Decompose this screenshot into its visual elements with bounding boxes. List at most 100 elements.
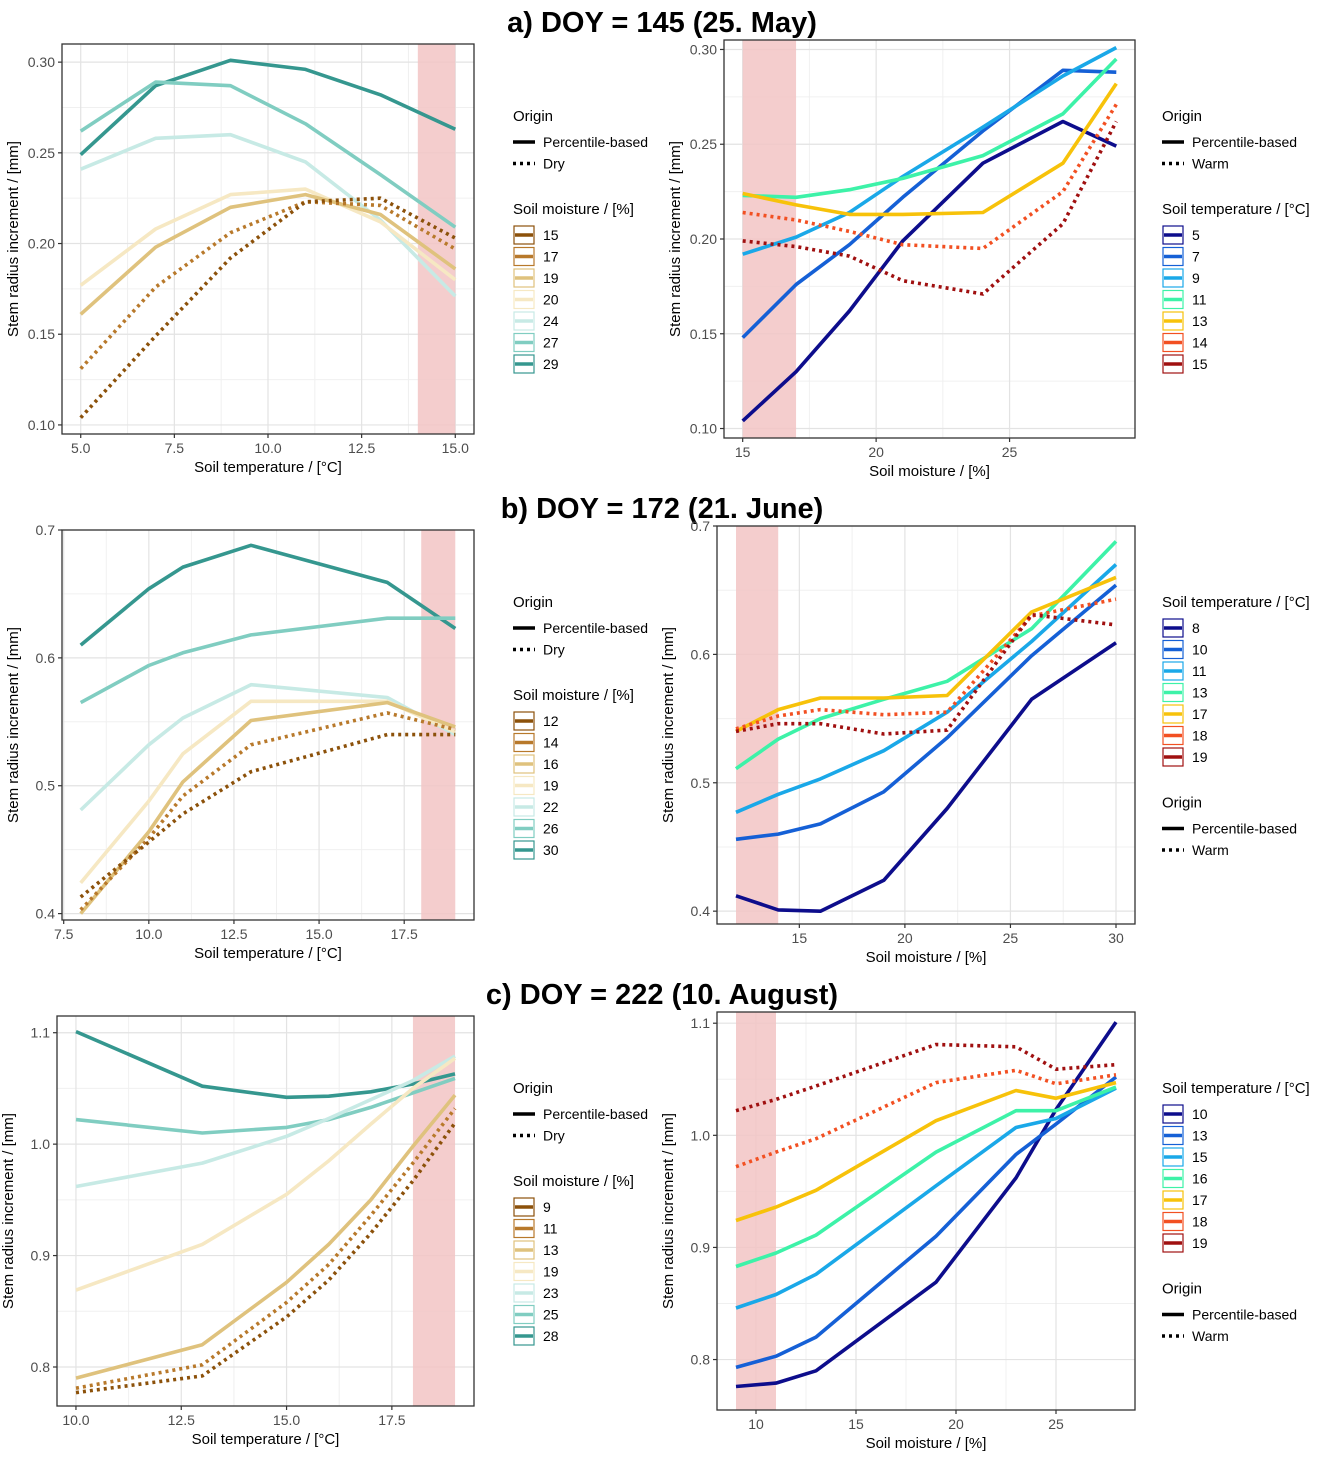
- a-right-legend: Origin Percentile-based Warm Soil temperatu…: [1162, 108, 1310, 374]
- c-left-x-tick-label: 17.5: [378, 1412, 405, 1428]
- b-left-x-tick-label: 7.5: [54, 926, 74, 942]
- b-right-legend-color-label-17: 17: [1192, 706, 1208, 722]
- a-left-series-group: [79, 58, 457, 419]
- row-title-c: c) DOY = 222 (10. August): [486, 979, 838, 1011]
- c-left-y-tick-label: 1.0: [31, 1136, 51, 1152]
- a-left-legend-origin-label: Dry: [543, 156, 565, 172]
- c-right-x-axis-label: Soil moisture / [%]: [866, 1435, 987, 1452]
- a-right-x-tick-label: 25: [1002, 444, 1018, 460]
- b-left-legend-color-label-14: 14: [543, 735, 559, 751]
- b-left-legend: Origin Percentile-based Dry Soil moisture /…: [513, 594, 648, 860]
- c-right-y-tick-label: 1.0: [691, 1127, 711, 1143]
- b-left-series-line-16: [79, 700, 456, 915]
- b-left-y-axis-label: Stem radius increment / [mm]: [5, 627, 22, 823]
- c-right-legend-color-label-18: 18: [1192, 1214, 1208, 1230]
- a-right-legend-color-label-9: 9: [1192, 270, 1200, 286]
- c-right-series-line-18: [735, 1068, 1117, 1169]
- c-left-y-tick-label: 0.9: [31, 1248, 51, 1264]
- a-left-y-tick-label: 0.10: [28, 417, 55, 433]
- c-right-legend-origin-label: Warm: [1192, 1328, 1229, 1344]
- b-right-y-tick-label: 0.4: [691, 903, 711, 919]
- c-left-x-tick-label: 10.0: [62, 1412, 89, 1428]
- a-left-highlight-band: [417, 44, 456, 434]
- b-right-y-tick-label: 0.5: [691, 775, 711, 791]
- a-left-legend-color-label-24: 24: [543, 313, 559, 329]
- a-right-legend-origin-label: Warm: [1192, 156, 1229, 172]
- c-left-x-tick-label: 12.5: [168, 1412, 195, 1428]
- a-left-legend-color-label-29: 29: [543, 356, 559, 372]
- c-right-legend: Soil temperature / [°C] 10 13 15 16 17 18 19 Ori…: [1162, 1080, 1310, 1344]
- c-right-series-line-17: [735, 1080, 1117, 1223]
- b-left-series-line-22: [79, 682, 457, 812]
- c-left-legend-color-label-9: 9: [543, 1199, 551, 1215]
- b-right-x-tick-label: 30: [1108, 930, 1124, 946]
- c-right-series-line-15: [735, 1086, 1117, 1310]
- a-left-legend: Origin Percentile-based Dry Soil moisture /…: [513, 108, 648, 374]
- b-left-legend-origin-title: Origin: [513, 594, 553, 611]
- b-right-legend-color-label-13: 13: [1192, 685, 1208, 701]
- b-left-legend-color-label-22: 22: [543, 799, 559, 815]
- row-title-b: b) DOY = 172 (21. June): [501, 493, 824, 525]
- c-left-panel-border: [56, 1015, 475, 1407]
- c-right-minor-grid: [717, 1012, 1135, 1410]
- b-right-y-tick-label: 0.6: [691, 646, 711, 662]
- c-right-y-tick-label: 1.1: [691, 1015, 711, 1031]
- b-left-x-axis-label: Soil temperature / [°C]: [194, 945, 342, 962]
- c-left-legend-origin-label: Percentile-based: [543, 1106, 648, 1122]
- panel-c-temperature-vs-moisture: 10 15 20 25 0.8 0.9 1.0 1.1 Soil moisture / [%] S…: [660, 1011, 1310, 1452]
- c-right-legend-color-label-13: 13: [1192, 1128, 1208, 1144]
- a-right-y-tick-label: 0.20: [690, 231, 717, 247]
- panel-b-temperature-vs-moisture: 15 20 25 30 0.4 0.5 0.6 0.7 Soil moisture / [%] S…: [660, 518, 1310, 966]
- b-left-y-tick-label: 0.4: [36, 906, 56, 922]
- b-right-panel-border: [716, 525, 1136, 925]
- a-left-series-line-27: [79, 80, 457, 229]
- c-left-legend: Origin Percentile-based Dry Soil moisture /…: [513, 1080, 648, 1346]
- a-left-x-tick-label: 7.5: [165, 440, 185, 456]
- a-right-legend-color-label-15: 15: [1192, 356, 1208, 372]
- c-right-x-tick-label: 10: [748, 1416, 764, 1432]
- panel-b-moisture-vs-temperature: 7.5 10.0 12.5 15.0 17.5 0.4 0.5 0.6 0.7 Soil temp…: [5, 522, 648, 962]
- a-left-legend-color-label-27: 27: [543, 335, 559, 351]
- b-right-series-line-19: [735, 612, 1117, 736]
- c-right-panel-border: [716, 1011, 1136, 1411]
- c-right-series-line-19: [735, 1042, 1117, 1113]
- c-right-legend-origin-title: Origin: [1162, 1281, 1202, 1298]
- a-right-y-tick-label: 0.15: [690, 326, 717, 342]
- a-left-y-tick-label: 0.15: [28, 326, 55, 342]
- b-right-series-line-8: [735, 641, 1118, 914]
- a-right-legend-origin-title: Origin: [1162, 108, 1202, 125]
- c-left-series-line-28: [75, 1029, 456, 1100]
- a-right-legend-color-title: Soil temperature / [°C]: [1162, 201, 1310, 218]
- a-left-series-line-15: [79, 196, 457, 419]
- a-right-y-tick-label: 0.30: [690, 41, 717, 57]
- a-left-x-tick-label: 15.0: [442, 440, 469, 456]
- b-right-series-line-11: [735, 563, 1118, 814]
- c-right-legend-color-label-10: 10: [1192, 1106, 1208, 1122]
- c-right-x-tick-label: 20: [948, 1416, 964, 1432]
- a-left-series-line-19: [79, 192, 457, 316]
- c-left-x-tick-label: 15.0: [273, 1412, 300, 1428]
- c-left-series-line-19: [75, 1056, 457, 1292]
- b-right-legend-origin-label: Percentile-based: [1192, 821, 1297, 837]
- b-right-series-group: [734, 540, 1118, 914]
- b-left-series-line-30: [79, 543, 457, 647]
- a-left-y-axis-label: Stem radius increment / [mm]: [5, 141, 22, 337]
- b-left-series-line-26: [79, 616, 456, 705]
- a-right-legend-origin-label: Percentile-based: [1192, 134, 1297, 150]
- b-left-x-tick-label: 10.0: [135, 926, 162, 942]
- a-left-x-tick-label: 10.0: [254, 440, 281, 456]
- a-right-legend-color-label-7: 7: [1192, 249, 1200, 265]
- a-right-legend-color-label-5: 5: [1192, 227, 1200, 243]
- c-left-legend-origin-title: Origin: [513, 1080, 553, 1097]
- b-left-series-line-12: [79, 732, 456, 899]
- b-right-legend: Soil temperature / [°C] 8 10 11 13 17 18 19 Orig…: [1162, 594, 1310, 858]
- c-left-legend-color-label-28: 28: [543, 1328, 559, 1344]
- a-right-series-group: [741, 46, 1118, 423]
- c-left-legend-origin-label: Dry: [543, 1128, 565, 1144]
- c-right-legend-color-title: Soil temperature / [°C]: [1162, 1080, 1310, 1097]
- a-right-legend-color-label-11: 11: [1192, 292, 1207, 308]
- panel-a-moisture-vs-temperature: 5.0 7.5 10.0 12.5 15.0 0.10 0.15 0.20 0.25 0.30 So…: [5, 43, 648, 476]
- b-left-legend-color-label-19: 19: [543, 778, 559, 794]
- panel-c-moisture-vs-temperature: 10.0 12.5 15.0 17.5 0.8 0.9 1.0 1.1 Soil tempera…: [0, 1015, 648, 1448]
